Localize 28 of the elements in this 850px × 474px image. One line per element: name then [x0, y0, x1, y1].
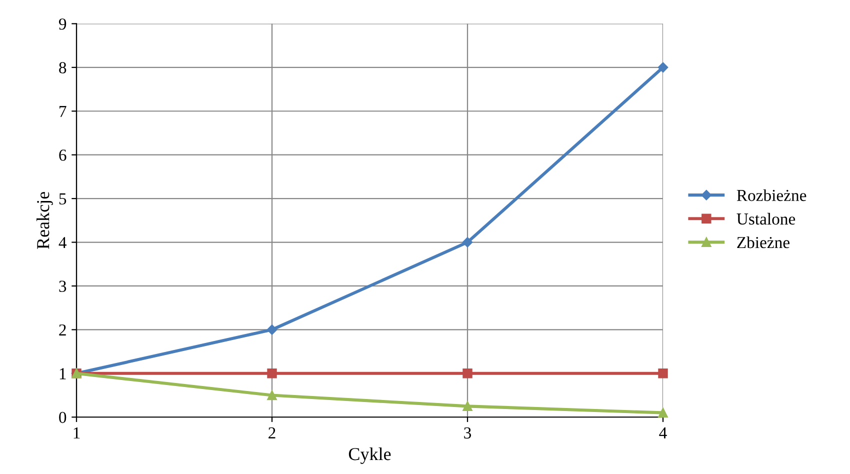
y-tick-label: 0 [59, 412, 66, 424]
x-axis-title: Cykle [348, 448, 391, 464]
legend-label: Rozbieżne [736, 189, 806, 202]
y-tick-label: 8 [59, 62, 66, 74]
y-tick-label: 4 [58, 237, 67, 248]
y-axis-title: Reakcje [36, 192, 53, 249]
x-tick-label: 1 [74, 427, 80, 438]
point [266, 324, 278, 335]
y-tick-label: 1 [60, 368, 66, 380]
point [267, 390, 277, 400]
y-tick-label: 5 [59, 193, 66, 204]
y-tick-label: 6 [59, 150, 66, 161]
point [658, 62, 668, 73]
x-tick-label: 2 [268, 427, 276, 438]
legend-label: Ustalone [736, 212, 796, 225]
y-tick-label: 9 [58, 18, 66, 30]
point [267, 368, 277, 378]
legend-label: Zbieżne [737, 236, 790, 248]
point [658, 408, 668, 418]
y-tick-label: 2 [59, 324, 66, 336]
point [462, 237, 473, 248]
x-tick-label: 3 [464, 427, 472, 439]
point [658, 368, 668, 378]
y-tick-label: 7 [60, 106, 66, 117]
point [462, 401, 472, 412]
point [462, 368, 472, 378]
y-tick-label: 3 [59, 280, 66, 292]
x-tick-label: 4 [659, 427, 667, 438]
